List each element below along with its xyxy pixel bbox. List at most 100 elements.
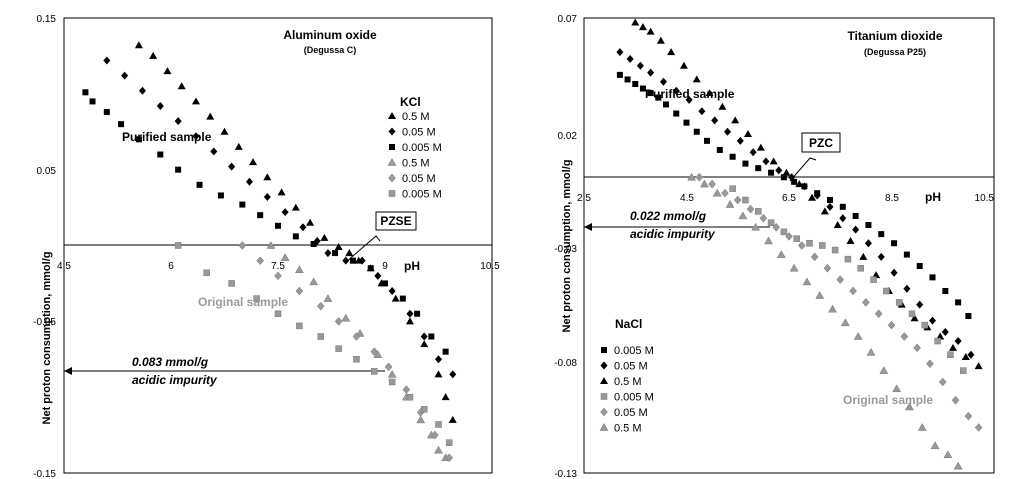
data-point <box>938 377 947 387</box>
data-point <box>960 367 967 374</box>
data-point <box>961 352 970 360</box>
data-point <box>228 280 235 287</box>
impurity-value-label: 0.083 mmol/g <box>132 355 209 369</box>
legend-marker <box>387 157 397 166</box>
data-point <box>342 256 350 265</box>
data-point <box>718 102 727 110</box>
data-point <box>388 287 396 295</box>
data-point <box>103 56 111 65</box>
x-tick-label: 9 <box>382 261 388 272</box>
data-point <box>878 231 885 238</box>
data-point <box>274 271 282 281</box>
data-point <box>865 222 872 229</box>
data-point <box>249 158 258 166</box>
data-point <box>320 233 329 241</box>
data-point <box>157 151 164 158</box>
data-point <box>280 253 290 261</box>
data-point <box>371 368 378 375</box>
data-point <box>175 166 182 173</box>
data-point <box>815 291 825 299</box>
data-point <box>879 366 889 374</box>
data-point <box>203 269 210 277</box>
data-point <box>656 36 665 44</box>
data-point <box>785 232 793 241</box>
data-point <box>864 239 872 248</box>
data-point <box>667 48 676 56</box>
x-tick-label: 8.5 <box>885 193 899 204</box>
data-point <box>238 241 247 250</box>
data-point <box>839 214 847 223</box>
pzse-callout-box <box>375 211 417 231</box>
data-point <box>866 347 876 356</box>
data-point <box>317 333 325 340</box>
data-point <box>266 240 276 249</box>
data-point <box>306 218 315 226</box>
data-point <box>755 208 762 215</box>
data-point <box>772 222 781 232</box>
data-point <box>965 313 972 320</box>
data-point <box>431 430 439 440</box>
impurity-text-label: acidic impurity <box>132 373 218 387</box>
data-point <box>138 86 146 95</box>
data-point <box>736 136 744 145</box>
pzc-label: PZC <box>809 136 833 150</box>
pzse-label: PZSE <box>380 214 411 228</box>
data-point <box>402 385 411 394</box>
data-point <box>749 148 757 157</box>
data-point <box>174 242 182 249</box>
data-point <box>263 192 271 201</box>
data-point <box>353 356 360 363</box>
data-point <box>281 208 289 217</box>
pzse-callout-line <box>345 235 381 263</box>
data-point <box>712 188 722 197</box>
data-point <box>955 299 962 306</box>
legend-marker <box>388 112 396 119</box>
data-point <box>624 76 631 83</box>
data-point <box>234 142 243 150</box>
chart-subtitle: (Degussa C) <box>304 45 357 55</box>
data-point <box>716 146 723 153</box>
original-sample-label: Original sample <box>198 295 288 309</box>
pzc-callout-line <box>789 157 817 182</box>
data-point <box>872 271 881 279</box>
data-point <box>808 193 817 201</box>
data-point <box>257 212 264 219</box>
legend-label: 0.005 M <box>614 345 654 357</box>
data-point <box>345 249 354 257</box>
data-point <box>947 351 954 358</box>
impurity-value-label: 0.022 mmol/g <box>630 209 707 223</box>
data-point <box>704 137 710 144</box>
data-point <box>358 256 366 265</box>
data-point <box>434 445 443 454</box>
data-point <box>673 110 680 117</box>
chart-aluminum-oxide: 0.15 0.05 -0.05 -0.15 4.5 6 7.5 9 10.5 p… <box>33 14 500 479</box>
y-tick-label: -0.13 <box>554 469 577 479</box>
data-point <box>767 219 775 226</box>
legend-label: 0.5 M <box>614 423 642 435</box>
data-point <box>263 173 272 181</box>
data-point <box>759 213 768 223</box>
y-tick-label: -0.03 <box>554 244 577 255</box>
data-point <box>335 345 342 352</box>
data-point <box>442 348 449 355</box>
data-point <box>695 172 704 182</box>
legend-label: 0.05 M <box>402 127 436 139</box>
legend-label: 0.005 M <box>614 392 654 404</box>
data-point <box>406 309 414 318</box>
data-point <box>135 136 142 143</box>
chart-title: Aluminum oxide <box>283 28 377 42</box>
data-point <box>776 250 786 258</box>
data-point <box>323 294 333 302</box>
data-point <box>782 168 791 176</box>
data-point <box>849 286 857 296</box>
impurity-text-label: acidic impurity <box>630 227 716 241</box>
legend-label: 0.005 M <box>402 189 442 201</box>
data-point <box>949 343 957 351</box>
data-point <box>751 222 761 231</box>
y-tick-label: 0.15 <box>37 14 57 25</box>
data-point <box>890 268 898 277</box>
data-point <box>449 370 457 379</box>
data-point <box>700 179 709 188</box>
data-point <box>780 174 787 181</box>
data-point <box>836 275 845 285</box>
